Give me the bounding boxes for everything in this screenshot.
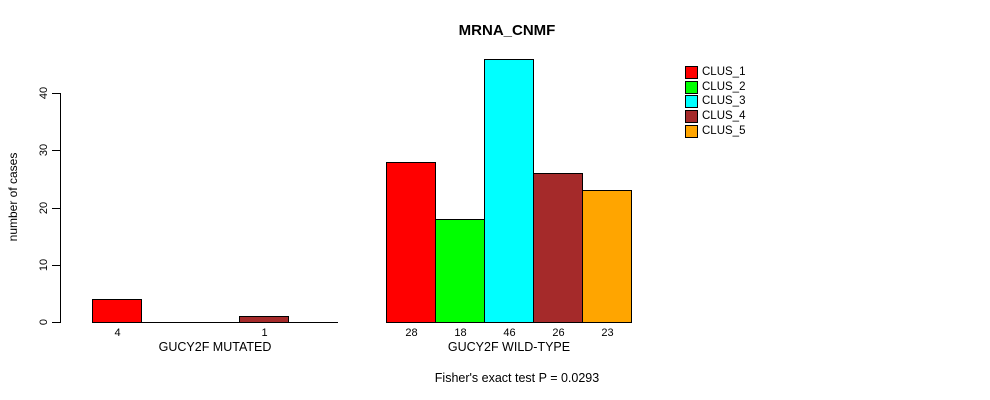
y-axis-line	[60, 93, 61, 323]
y-axis-tick	[52, 208, 60, 209]
y-axis-tick	[52, 322, 60, 323]
bar-gucy2f-wild-type-clus_2	[435, 219, 485, 323]
bar-value-label: 23	[601, 327, 614, 339]
group-label-gucy2f-mutated: GUCY2F MUTATED	[158, 340, 272, 354]
bar-value-label: 1	[261, 327, 268, 339]
legend-label-clus_1: CLUS_1	[702, 66, 746, 78]
legend-swatch-clus_2	[685, 80, 698, 94]
y-axis-tick	[52, 93, 60, 94]
bar-value-label: 46	[503, 327, 516, 339]
group-label-gucy2f-wild-type: GUCY2F WILD-TYPE	[447, 340, 571, 354]
chart-title: MRNA_CNMF	[458, 22, 556, 39]
legend-label-clus_5: CLUS_5	[702, 124, 746, 137]
bar-gucy2f-mutated-clus_4	[239, 316, 289, 323]
fisher-test-annotation: Fisher's exact test P = 0.0293	[434, 371, 600, 385]
legend-label-clus_2: CLUS_2	[702, 80, 746, 93]
bar-value-label: 26	[552, 327, 565, 339]
x-axis-baseline-gucy2f-mutated	[92, 322, 338, 323]
y-axis-tick	[52, 150, 60, 151]
legend-label-clus_4: CLUS_4	[702, 110, 746, 123]
legend-swatch-clus_5	[685, 124, 698, 138]
bar-gucy2f-wild-type-clus_4	[533, 173, 583, 323]
bar-value-label: 28	[405, 327, 418, 339]
bar-gucy2f-wild-type-clus_3	[484, 59, 534, 323]
y-axis-tick	[52, 265, 60, 266]
bar-gucy2f-wild-type-clus_1	[386, 162, 436, 323]
bar-gucy2f-mutated-clus_1	[92, 299, 142, 323]
legend-swatch-clus_3	[685, 95, 698, 109]
legend-label-clus_3: CLUS_3	[702, 95, 746, 108]
bar-value-label: 4	[114, 327, 121, 339]
bar-value-label: 18	[454, 327, 467, 339]
legend-swatch-clus_4	[685, 110, 698, 124]
legend-swatch-clus_1	[685, 66, 698, 79]
bar-gucy2f-wild-type-clus_5	[582, 190, 632, 323]
